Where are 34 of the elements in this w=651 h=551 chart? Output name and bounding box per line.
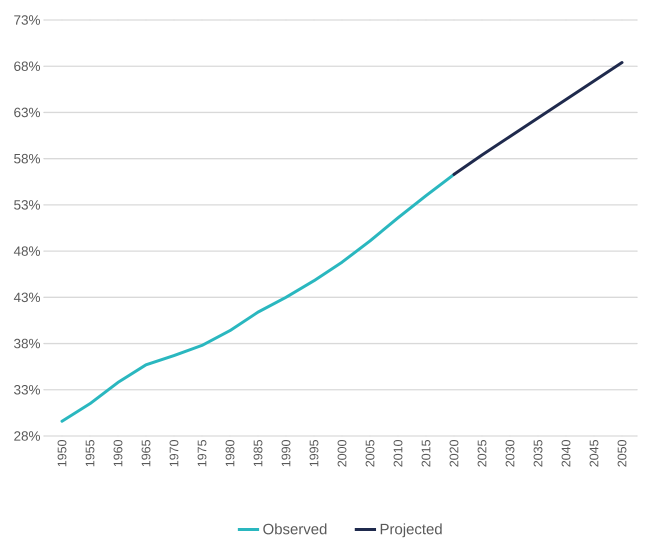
x-tick-label: 2050	[618, 440, 626, 467]
x-tick-label: 1975	[198, 440, 206, 466]
x-tick-label: 1980	[226, 440, 234, 466]
x-tick-label: 2040	[562, 440, 570, 467]
y-tick-label: 28%	[14, 431, 40, 441]
x-tick-label: 2020	[450, 440, 458, 467]
y-tick-label: 73%	[14, 15, 40, 25]
y-tick-label: 38%	[14, 338, 40, 348]
x-tick-label: 2025	[478, 440, 486, 467]
x-tick-label: 1960	[114, 440, 122, 466]
y-tick-label: 43%	[14, 292, 40, 302]
x-tick-label: 1990	[282, 440, 290, 466]
y-tick-label: 48%	[14, 246, 40, 256]
y-tick-label: 68%	[14, 61, 40, 71]
x-tick-label: 1950	[58, 440, 66, 466]
legend-label: Observed	[263, 523, 326, 534]
x-tick-label: 1995	[310, 440, 318, 466]
x-tick-label: 2045	[590, 440, 598, 467]
x-tick-label: 1965	[142, 440, 150, 466]
y-tick-label: 53%	[14, 200, 40, 210]
x-tick-label: 2010	[394, 440, 402, 467]
x-tick-label: 2030	[506, 440, 514, 467]
line-series	[60, 172, 456, 423]
x-tick-label: 2015	[422, 440, 430, 467]
x-tick-label: 1985	[254, 440, 262, 466]
x-tick-label: 2005	[366, 440, 374, 467]
y-tick-label: 33%	[14, 385, 40, 395]
x-tick-label: 2000	[338, 440, 346, 467]
y-tick-label: 63%	[14, 108, 40, 118]
y-tick-label: 58%	[14, 154, 40, 164]
x-tick-label: 2035	[534, 440, 542, 467]
x-tick-label: 1955	[86, 440, 94, 466]
legend-label: Projected	[380, 523, 442, 538]
x-tick-label: 1970	[170, 440, 178, 466]
